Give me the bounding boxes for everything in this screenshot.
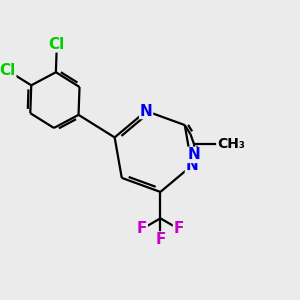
Text: N: N — [188, 147, 200, 162]
Text: N: N — [185, 158, 198, 173]
Text: Cl: Cl — [49, 37, 65, 52]
Text: Cl: Cl — [0, 63, 16, 78]
Text: N: N — [140, 103, 152, 118]
Text: F: F — [155, 232, 166, 247]
Text: F: F — [173, 221, 184, 236]
Text: CH₃: CH₃ — [217, 137, 245, 151]
Text: F: F — [137, 221, 147, 236]
